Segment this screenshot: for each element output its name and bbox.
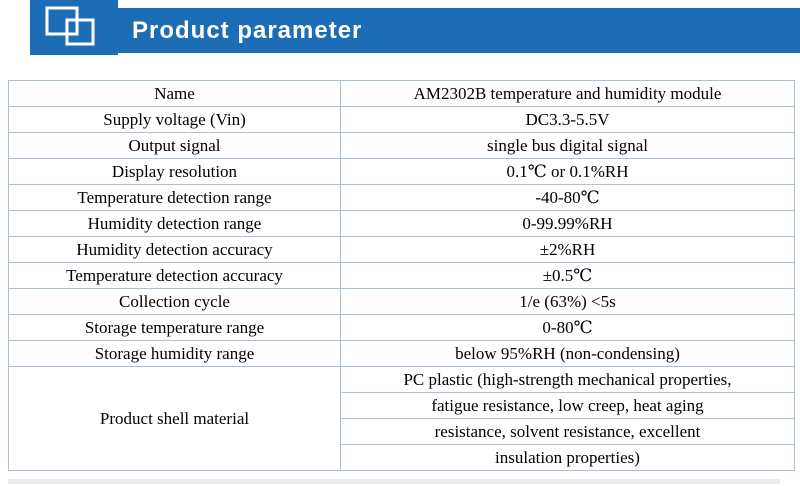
param-name-cell: Output signal	[8, 132, 341, 159]
table-row: Humidity detection accuracy ±2%RH	[8, 236, 795, 263]
table-row: resistance, solvent resistance, excellen…	[9, 418, 795, 445]
param-value-cell: 0-99.99%RH	[340, 210, 795, 237]
table-row: Supply voltage (Vin) DC3.3-5.5V	[8, 106, 795, 133]
param-value-line: insulation properties)	[340, 444, 795, 471]
param-name-cell: Temperature detection range	[8, 184, 341, 211]
table-row: insulation properties)	[9, 444, 795, 471]
bottom-edge-strip	[8, 479, 780, 484]
param-name-cell: Storage humidity range	[8, 340, 341, 367]
table-row: Temperature detection accuracy ±0.5℃	[8, 262, 795, 289]
param-value-cell: -40-80℃	[340, 184, 795, 211]
table-row: Output signal single bus digital signal	[8, 132, 795, 159]
parameter-table: Name AM2302B temperature and humidity mo…	[8, 80, 795, 471]
header-banner: Product parameter	[30, 8, 800, 53]
table-row: Collection cycle 1/e (63%) <5s	[8, 288, 795, 315]
table-row: Product shell material PC plastic (high-…	[8, 366, 795, 471]
table-row: Name AM2302B temperature and humidity mo…	[8, 80, 795, 107]
table-row: Temperature detection range -40-80℃	[8, 184, 795, 211]
param-name-cell: Supply voltage (Vin)	[8, 106, 341, 133]
table-row: Storage humidity range below 95%RH (non-…	[8, 340, 795, 367]
header: Product parameter	[0, 0, 800, 56]
param-value-cell: 1/e (63%) <5s	[340, 288, 795, 315]
table-row: Display resolution 0.1℃ or 0.1%RH	[8, 158, 795, 185]
param-value-cell: 0.1℃ or 0.1%RH	[340, 158, 795, 185]
param-name-cell: Display resolution	[8, 158, 341, 185]
param-name-cell: Collection cycle	[8, 288, 341, 315]
param-value-cell: AM2302B temperature and humidity module	[340, 80, 795, 107]
param-value-cell: single bus digital signal	[340, 132, 795, 159]
param-name-cell: Storage temperature range	[8, 314, 341, 341]
param-name-cell: Humidity detection range	[8, 210, 341, 237]
overlapping-squares-icon	[30, 0, 118, 55]
param-value-cell: DC3.3-5.5V	[340, 106, 795, 133]
param-value-cell: below 95%RH (non-condensing)	[340, 340, 795, 367]
param-name-cell: Temperature detection accuracy	[8, 262, 341, 289]
param-value-line: fatigue resistance, low creep, heat agin…	[340, 392, 795, 419]
param-value-cell: 0-80℃	[340, 314, 795, 341]
param-value-cell: ±2%RH	[340, 236, 795, 263]
param-value-line: resistance, solvent resistance, excellen…	[340, 418, 795, 445]
param-value-line: PC plastic (high-strength mechanical pro…	[340, 366, 795, 393]
page-title: Product parameter	[132, 16, 363, 44]
param-name-cell: Name	[8, 80, 341, 107]
param-value-cell: ±0.5℃	[340, 262, 795, 289]
param-name-cell: Product shell material	[8, 366, 341, 471]
table-row: Humidity detection range 0-99.99%RH	[8, 210, 795, 237]
param-name-cell: Humidity detection accuracy	[8, 236, 341, 263]
table-row: Storage temperature range 0-80℃	[8, 314, 795, 341]
